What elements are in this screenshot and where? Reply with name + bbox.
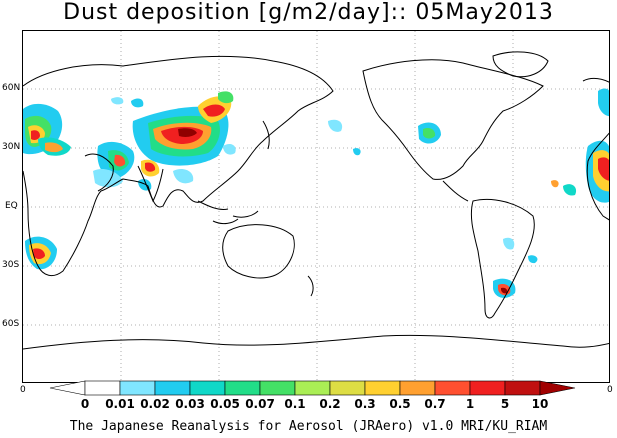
colorbar-tick-label: 0.02 [140, 397, 170, 411]
dust-field [23, 88, 609, 298]
colorbar-box [259, 380, 296, 396]
colorbar-box [329, 380, 366, 396]
lat-label-60n: 60N [2, 83, 21, 93]
colorbar-tick-label: 0.01 [105, 397, 135, 411]
colorbar [49, 380, 576, 396]
lat-label-eq: EQ [5, 201, 18, 211]
lat-label-30s: 30S [2, 260, 20, 270]
colorbar-box [399, 380, 436, 396]
lat-label-60s: 60S [2, 319, 20, 329]
colorbar-tick-label: 0 [80, 397, 90, 411]
colorbar-box [154, 380, 191, 396]
colorbar-box [504, 380, 541, 396]
colorbar-box [119, 380, 156, 396]
colorbar-box [469, 380, 506, 396]
graticule [23, 31, 609, 382]
colorbar-box [434, 380, 471, 396]
map-title: Dust deposition [g/m2/day]:: 05May2013 [63, 0, 554, 25]
colorbar-box [84, 380, 121, 396]
colorbar-tick-label: 0.07 [245, 397, 275, 411]
coastlines [23, 51, 609, 350]
colorbar-high-triangle [539, 380, 576, 396]
colorbar-tick-label: 0.03 [175, 397, 205, 411]
world-map [23, 31, 609, 382]
colorbar-tick-label: 0.3 [354, 397, 376, 411]
colorbar-box [189, 380, 226, 396]
colorbar-tick-label: 0.1 [284, 397, 306, 411]
colorbar-tick-label: 10 [531, 397, 549, 411]
colorbar-tick-label: 1 [465, 397, 475, 411]
footer-credit: The Japanese Reanalysis for Aerosol (JRA… [69, 419, 548, 434]
colorbar-tick-label: 0.5 [389, 397, 411, 411]
map-frame [22, 30, 610, 383]
colorbar-box [224, 380, 261, 396]
colorbar-tick-label: 0.7 [424, 397, 446, 411]
colorbar-box [294, 380, 331, 396]
edge-label-left: 0 [20, 385, 26, 395]
edge-label-right: 0 [607, 385, 613, 395]
colorbar-tick-label: 0.05 [210, 397, 240, 411]
colorbar-tick-label: 5 [500, 397, 510, 411]
colorbar-low-triangle [49, 380, 86, 396]
colorbar-box [364, 380, 401, 396]
lat-label-30n: 30N [2, 142, 21, 152]
colorbar-tick-label: 0.2 [319, 397, 341, 411]
